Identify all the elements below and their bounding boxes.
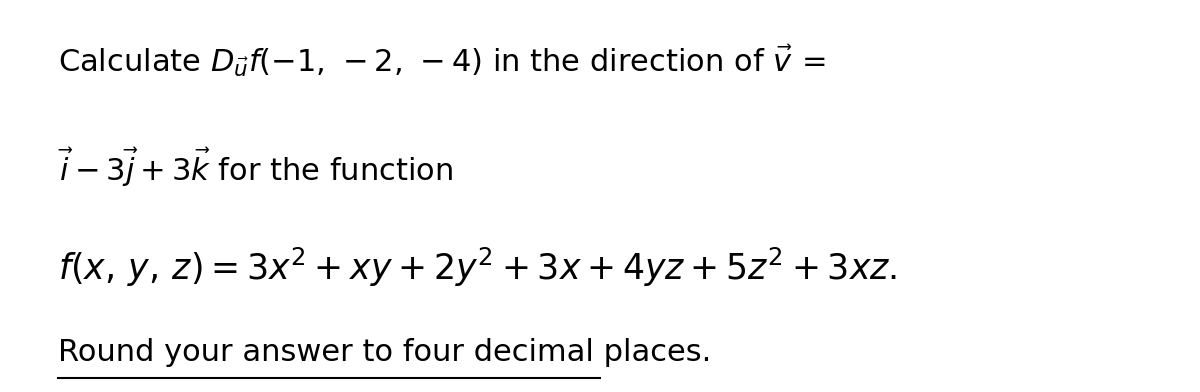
Text: Calculate $D_{\vec{u}}f(-1,\,-2,\,-4)$ in the direction of $\vec{v}\,=$: Calculate $D_{\vec{u}}f(-1,\,-2,\,-4)$ i…	[58, 43, 826, 79]
Text: $f(x,\,y,\,z) = 3x^2 + xy + 2y^2 + 3x + 4yz + 5z^2 + 3xz.$: $f(x,\,y,\,z) = 3x^2 + xy + 2y^2 + 3x + …	[58, 246, 898, 289]
Text: Round your answer to four decimal places.: Round your answer to four decimal places…	[58, 338, 712, 367]
Text: $\vec{i} - 3\vec{j} + 3\vec{k}$ for the function: $\vec{i} - 3\vec{j} + 3\vec{k}$ for the …	[58, 146, 454, 189]
